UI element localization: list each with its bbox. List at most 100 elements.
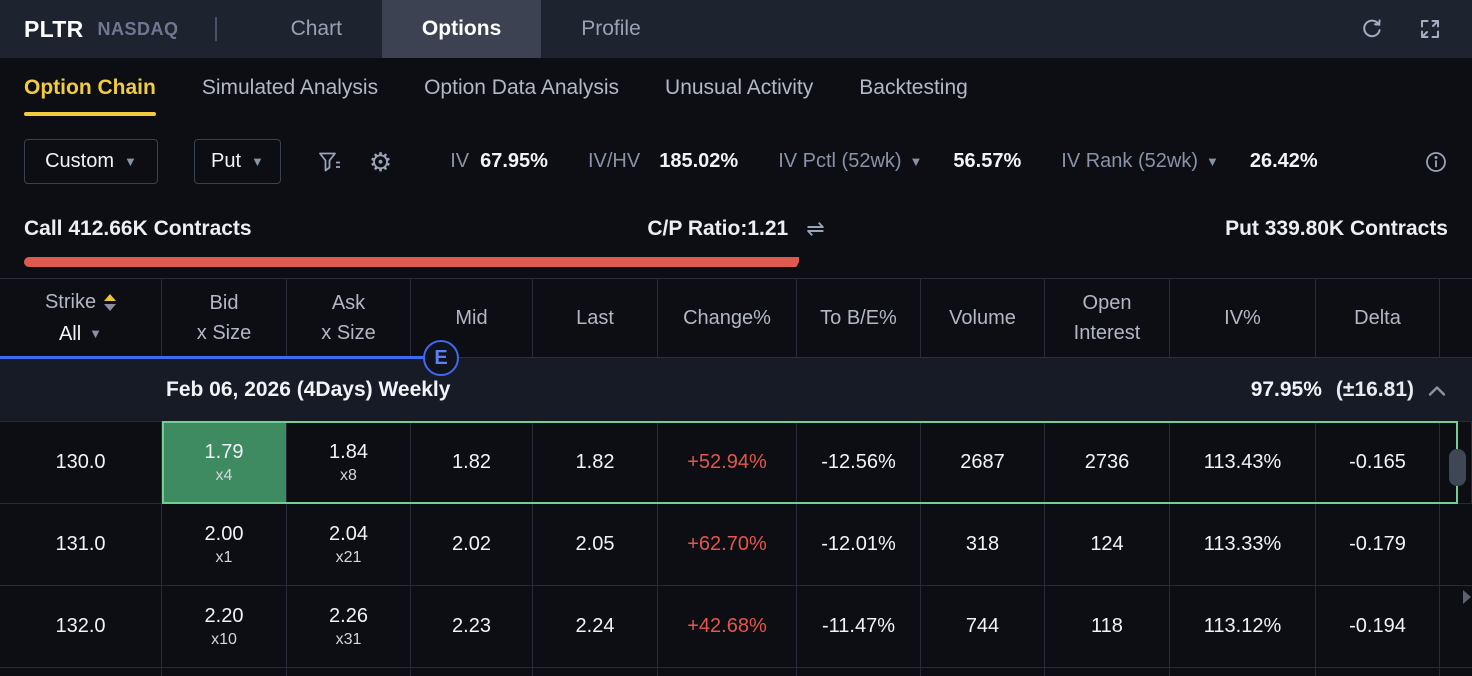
bid-price: 1.79 <box>204 440 244 463</box>
bid-size: x4 <box>215 466 233 484</box>
tab-profile[interactable]: Profile <box>581 17 641 40</box>
to-be-cell: -12.56% <box>797 422 921 503</box>
stat-ivhv-value: 185.02% <box>659 150 739 172</box>
to-be-cell: -12.01% <box>797 504 921 585</box>
iv-cell: 113.12% <box>1170 586 1316 667</box>
stat-iv-rank-value: 26.42% <box>1249 150 1318 172</box>
fullscreen-icon[interactable] <box>1418 17 1442 41</box>
column-header-bid: Bid x Size <box>162 279 287 357</box>
call-put-ratio-section: Call 412.66K Contracts C/P Ratio:1.21 ⇌ … <box>0 205 1472 278</box>
last-cell <box>533 668 658 676</box>
tab-options[interactable]: Options <box>381 0 542 58</box>
tab-chart[interactable]: Chart <box>290 17 342 40</box>
option-chain-table: Strike All ▼ Bid x Size Ask x Size Mid L… <box>0 278 1472 676</box>
to-be-cell: -11.47% <box>797 586 921 667</box>
bid-cell[interactable]: 2.00 x1 <box>162 504 287 585</box>
column-header-strike: Strike All ▼ <box>0 279 162 357</box>
column-header-iv: IV% <box>1170 279 1316 357</box>
table-row[interactable]: 132.0 2.20 x10 2.26 x31 2.23 2.24 +42.68… <box>0 586 1472 668</box>
bid-price: 2.20 <box>204 604 244 627</box>
column-header-volume: Volume <box>921 279 1045 357</box>
change-cell: +62.70% <box>658 504 797 585</box>
expiration-label: Feb 06, 2026 (4Days) Weekly <box>166 377 451 401</box>
bid-header-line2: x Size <box>196 322 252 344</box>
subtab-option-chain[interactable]: Option Chain <box>24 58 156 118</box>
strike-cell: 132.0 <box>0 586 162 667</box>
ask-cell[interactable]: 2.04 x21 <box>287 504 411 585</box>
ask-price: 2.04 <box>329 522 368 545</box>
stat-iv-rank: IV Rank (52wk) ▼ 26.42% <box>1061 150 1317 173</box>
open-interest-cell: 118 <box>1045 586 1170 667</box>
last-cell: 1.82 <box>533 422 658 503</box>
expiration-iv: 97.95% <box>1250 377 1322 401</box>
strike-filter-select[interactable]: All ▼ <box>59 322 102 346</box>
column-header-open-interest: Open Interest <box>1045 279 1170 357</box>
ask-cell[interactable]: 2.26 x31 <box>287 586 411 667</box>
iv-cell: 113.33% <box>1170 504 1316 585</box>
stat-iv-label: IV <box>450 150 470 172</box>
mid-cell: 2.02 <box>411 504 533 585</box>
strategy-select[interactable]: Custom ▼ <box>24 139 158 184</box>
call-contracts-label: Call 412.66K Contracts <box>24 217 252 240</box>
info-icon[interactable] <box>1424 150 1448 174</box>
side-select-value: Put <box>211 150 242 172</box>
put-contracts-label: Put 339.80K Contracts <box>1225 217 1448 240</box>
earnings-badge[interactable]: E <box>423 340 459 376</box>
ask-cell[interactable]: 1.84 x8 <box>287 422 411 503</box>
column-header-ask: Ask x Size <box>287 279 411 357</box>
table-row[interactable]: 131.0 2.00 x1 2.04 x21 2.02 2.05 +62.70%… <box>0 504 1472 586</box>
side-select[interactable]: Put ▼ <box>194 139 281 184</box>
change-cell <box>658 668 797 676</box>
strike-cell: 131.0 <box>0 504 162 585</box>
chevron-up-icon[interactable] <box>1428 384 1446 396</box>
stat-ivhv: IV/HV 185.02% <box>588 150 738 173</box>
mid-cell: 1.82 <box>411 422 533 503</box>
ask-size: x8 <box>340 466 357 484</box>
chevron-down-icon: ▼ <box>124 154 137 169</box>
stat-iv-pctl-label[interactable]: IV Pctl (52wk) ▼ <box>778 150 922 173</box>
table-row-partial <box>0 668 1472 676</box>
spacer-cell <box>1440 504 1472 585</box>
subtab-unusual-activity[interactable]: Unusual Activity <box>665 76 814 99</box>
chevron-down-icon: ▼ <box>1205 154 1219 169</box>
scroll-right-indicator-icon[interactable] <box>1463 590 1471 604</box>
column-header-spacer <box>1440 279 1472 357</box>
stat-iv-value: 67.95% <box>480 150 548 172</box>
chevron-down-icon: ▼ <box>909 154 923 169</box>
sort-icon[interactable] <box>104 293 117 311</box>
open-interest-cell: 2736 <box>1045 422 1170 503</box>
subtab-simulated-analysis[interactable]: Simulated Analysis <box>201 76 379 99</box>
mid-cell <box>411 668 533 676</box>
open-interest-cell: 124 <box>1045 504 1170 585</box>
iv-cell: 113.43% <box>1170 422 1316 503</box>
delta-cell: -0.194 <box>1316 586 1440 667</box>
refresh-icon[interactable] <box>1360 17 1384 41</box>
stat-iv-pctl: IV Pctl (52wk) ▼ 56.57% <box>778 150 1021 173</box>
call-put-ratio-bar <box>24 255 1448 269</box>
bid-cell[interactable]: 1.79 x4 <box>162 422 287 503</box>
ask-header-line1: Ask <box>331 292 366 314</box>
chevron-down-icon: ▼ <box>251 154 264 169</box>
subtab-option-data-analysis[interactable]: Option Data Analysis <box>424 76 620 99</box>
filter-icon[interactable] <box>317 149 343 175</box>
volume-cell <box>921 668 1045 676</box>
vertical-scrollbar-thumb[interactable] <box>1449 449 1466 486</box>
ask-price: 2.26 <box>329 604 368 627</box>
expiration-accent-line <box>0 356 424 359</box>
spacer-cell <box>1440 668 1472 676</box>
stat-iv-rank-label[interactable]: IV Rank (52wk) ▼ <box>1061 150 1219 173</box>
volume-cell: 318 <box>921 504 1045 585</box>
swap-icon[interactable]: ⇌ <box>806 216 825 241</box>
ask-price: 1.84 <box>329 440 368 463</box>
gear-icon[interactable]: ⚙ <box>368 146 393 177</box>
stat-iv-rank-text: IV Rank (52wk) <box>1061 150 1198 172</box>
iv-cell <box>1170 668 1316 676</box>
change-cell: +52.94% <box>658 422 797 503</box>
bid-cell[interactable]: 2.20 x10 <box>162 586 287 667</box>
exchange-label: NASDAQ <box>97 18 179 39</box>
subtab-backtesting[interactable]: Backtesting <box>859 76 968 99</box>
table-row[interactable]: 130.0 1.79 x4 1.84 x8 1.82 1.82 +52.94% … <box>0 421 1472 504</box>
top-bar: PLTR NASDAQ Chart Options Profile <box>0 0 1472 58</box>
volume-cell: 2687 <box>921 422 1045 503</box>
expiration-row[interactable]: Feb 06, 2026 (4Days) Weekly 97.95% (±16.… <box>0 358 1472 422</box>
